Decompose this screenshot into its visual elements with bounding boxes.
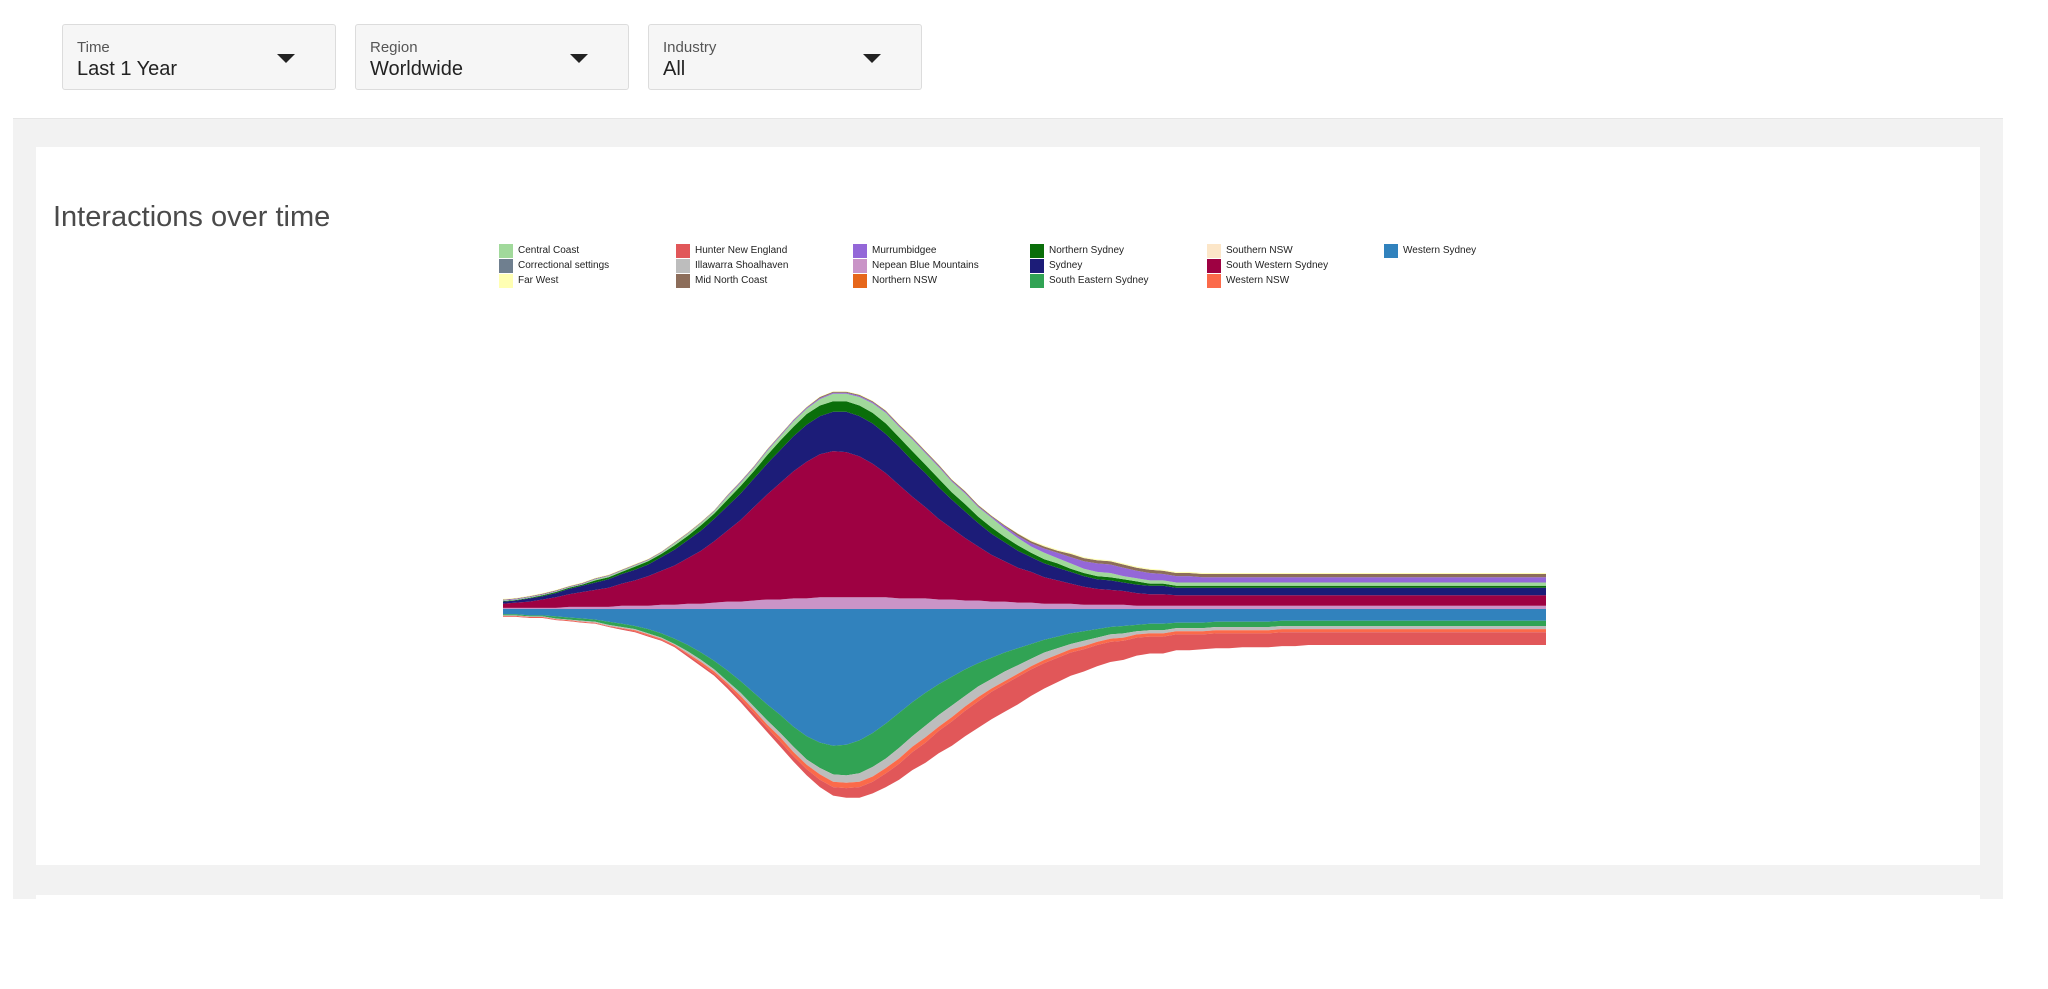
stream-layer-sydney <box>503 411 1546 604</box>
legend-swatch <box>853 274 867 288</box>
legend-swatch <box>1030 274 1044 288</box>
legend-swatch <box>853 244 867 258</box>
legend-swatch <box>499 244 513 258</box>
stream-layer-nepean-blue-mountains <box>503 597 1546 609</box>
card-title: Interactions over time <box>53 201 331 233</box>
stream-layer-murrumbidgee <box>503 392 1546 601</box>
legend-label: South Western Sydney <box>1226 260 1329 271</box>
legend-swatch <box>1030 259 1044 273</box>
legend-label: Nepean Blue Mountains <box>872 260 979 271</box>
time-filter-dropdown[interactable]: Time Last 1 Year <box>62 24 336 90</box>
chevron-down-icon[interactable] <box>863 54 881 63</box>
industry-filter-value: All <box>663 58 686 80</box>
stream-layer-hunter-new-england <box>503 616 1546 798</box>
legend-label: Northern NSW <box>872 275 938 286</box>
time-filter-label: Time <box>77 39 110 56</box>
stream-layer-south-western-sydney <box>503 451 1546 608</box>
legend-label: South Eastern Sydney <box>1049 275 1149 286</box>
legend-label: Mid North Coast <box>695 275 768 286</box>
legend-label: Far West <box>518 275 559 286</box>
legend-label: Murrumbidgee <box>872 245 937 256</box>
time-filter-value: Last 1 Year <box>77 58 178 80</box>
legend-swatch <box>1030 244 1044 258</box>
dashboard-panel: Interactions over time Central Coast Corr… <box>13 118 2003 899</box>
region-filter-label: Region <box>370 39 418 56</box>
filter-bar: Time Last 1 Year Region Worldwide Indust… <box>0 0 2048 118</box>
stream-layer-western-sydney <box>503 609 1546 746</box>
legend-label: Northern Sydney <box>1049 245 1125 256</box>
legend-swatch <box>1207 259 1221 273</box>
legend-swatch <box>1384 244 1398 258</box>
legend-label: Correctional settings <box>518 260 610 271</box>
legend-swatch <box>499 274 513 288</box>
industry-filter-dropdown[interactable]: Industry All <box>648 24 922 90</box>
chart-card: Interactions over time Central Coast Corr… <box>36 147 1980 865</box>
legend-label: Hunter New England <box>695 245 788 256</box>
streamgraph-chart <box>503 391 1546 798</box>
legend-swatch <box>853 259 867 273</box>
legend-label: Southern NSW <box>1226 245 1293 256</box>
legend-label: Illawarra Shoalhaven <box>695 260 789 271</box>
legend-label: Central Coast <box>518 245 580 256</box>
chevron-down-icon[interactable] <box>570 54 588 63</box>
legend-swatch <box>676 259 690 273</box>
region-filter-value: Worldwide <box>370 58 463 80</box>
next-card-edge <box>36 895 1980 899</box>
stream-layers <box>503 391 1546 798</box>
legend-label: Sydney <box>1049 260 1083 271</box>
legend-label: Western Sydney <box>1403 245 1477 256</box>
region-filter-dropdown[interactable]: Region Worldwide <box>355 24 629 90</box>
legend-swatch <box>676 244 690 258</box>
stream-layer-south-eastern-sydney <box>503 614 1546 776</box>
chevron-down-icon[interactable] <box>277 54 295 63</box>
legend-swatch <box>1207 274 1221 288</box>
legend-swatch <box>676 274 690 288</box>
legend-swatch <box>499 259 513 273</box>
industry-filter-label: Industry <box>663 39 717 56</box>
legend-label: Western NSW <box>1226 275 1290 286</box>
chart-legend: Central Coast Correctional settings Far We… <box>499 244 1499 292</box>
legend-swatch <box>1207 244 1221 258</box>
